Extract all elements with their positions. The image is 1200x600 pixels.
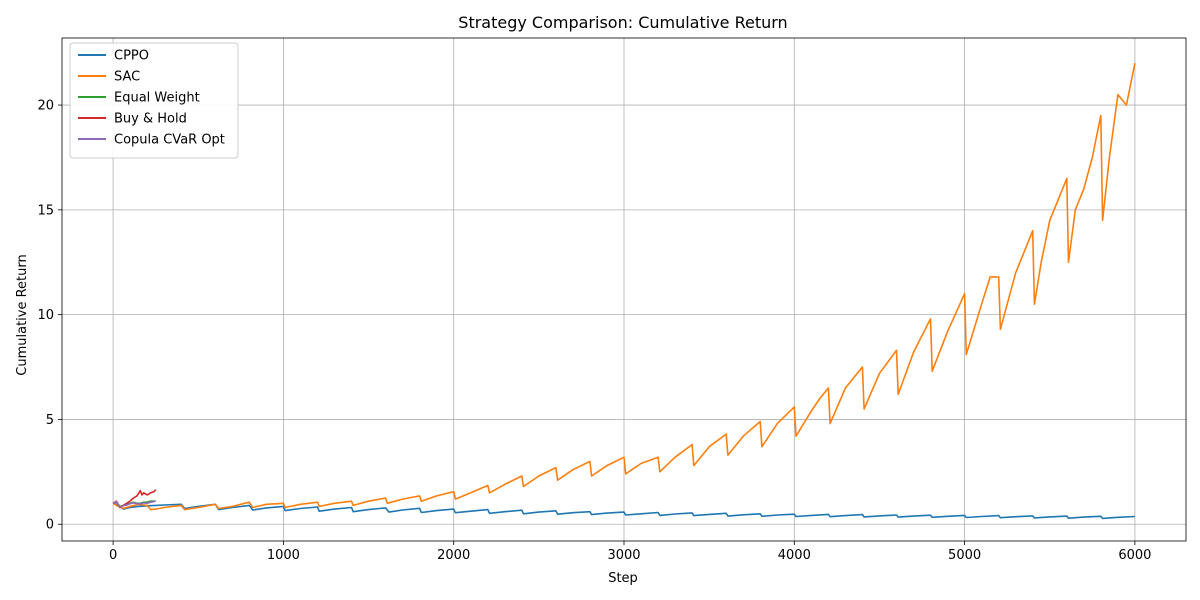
y-axis-label: Cumulative Return xyxy=(15,254,30,375)
legend-label-sac: SAC xyxy=(114,70,140,85)
series-line-cppo xyxy=(112,502,1135,520)
x-tick-label: 1000 xyxy=(267,548,300,563)
y-axis-ticks: 0 5 10 15 20 xyxy=(37,99,62,533)
series-line-copula-cvar-opt xyxy=(112,500,156,508)
legend-label-cppo: CPPO xyxy=(114,49,149,64)
x-tick-label: 3000 xyxy=(607,548,640,563)
legend: CPPO SAC Equal Weight Buy & Hold Copula CVaR… xyxy=(69,42,239,159)
legend-label-equal-weight: Equal Weight xyxy=(114,91,200,106)
series-lines xyxy=(112,62,1136,520)
x-tick-label: 2000 xyxy=(437,548,470,563)
y-tick-label: 5 xyxy=(46,413,54,428)
x-tick-label: 4000 xyxy=(778,548,811,563)
grid xyxy=(62,38,1186,541)
x-tick-label: 5000 xyxy=(948,548,981,563)
y-tick-label: 10 xyxy=(37,308,54,323)
legend-box xyxy=(69,42,239,159)
y-tick-label: 15 xyxy=(37,203,54,218)
series-line-sac xyxy=(112,62,1136,511)
y-tick-label: 20 xyxy=(37,99,54,114)
legend-label-buy-hold: Buy & Hold xyxy=(114,112,187,127)
x-tick-label: 6000 xyxy=(1118,548,1151,563)
y-tick-label: 0 xyxy=(46,518,54,533)
chart-title: Strategy Comparison: Cumulative Return xyxy=(458,13,787,32)
x-axis-label: Step xyxy=(608,571,638,586)
x-tick-label: 0 xyxy=(109,548,117,563)
legend-label-copula-cvar-opt: Copula CVaR Opt xyxy=(114,133,225,148)
x-axis-ticks: 0 1000 2000 3000 4000 5000 6000 xyxy=(109,541,1151,563)
